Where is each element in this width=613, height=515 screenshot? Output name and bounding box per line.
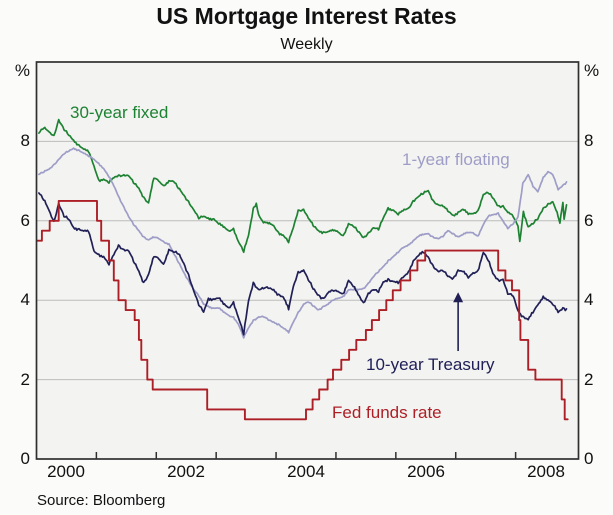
- series-lines: [36, 118, 569, 421]
- series-line-30-year-fixed: [38, 118, 568, 254]
- x-tick-label-2008: 2008: [527, 462, 565, 481]
- y-axis-unit-left: %: [14, 61, 30, 80]
- series-label-1-year-floating: 1-year floating: [402, 150, 510, 169]
- x-tick-label-2002: 2002: [167, 462, 205, 481]
- chart-title: US Mortgage Interest Rates: [156, 3, 457, 29]
- treasury-arrow: [453, 292, 464, 352]
- series-line-10-year-treasury: [38, 192, 568, 336]
- y-tick-label-left-8: 8: [20, 131, 30, 150]
- y-tick-label-right-8: 8: [584, 131, 594, 150]
- chart-subtitle: Weekly: [280, 36, 333, 53]
- y-tick-label-right-6: 6: [584, 211, 594, 230]
- y-tick-label-left-2: 2: [20, 370, 30, 389]
- x-tick-label-2000: 2000: [47, 462, 85, 481]
- series-label-fed-funds-rate: Fed funds rate: [332, 403, 442, 422]
- series-label-10-year-treasury: 10-year Treasury: [366, 355, 495, 374]
- y-tick-label-left-6: 6: [20, 211, 30, 230]
- x-tick-label-2004: 2004: [287, 462, 325, 481]
- source-note: Source: Bloomberg: [37, 492, 166, 509]
- series-line-fed-funds-rate: [36, 199, 569, 421]
- y-tick-label-right-4: 4: [584, 290, 594, 309]
- y-tick-label-left-0: 0: [20, 449, 30, 468]
- x-tick-label-2006: 2006: [407, 462, 445, 481]
- series-line-1-year-floating: [38, 147, 568, 339]
- gridlines: [36, 140, 579, 381]
- series-label-30-year-fixed: 30-year fixed: [70, 103, 169, 122]
- plot-frame: [35, 61, 580, 460]
- y-tick-label-left-4: 4: [20, 290, 30, 309]
- y-axis-unit-right: %: [584, 61, 600, 80]
- x-axis-ticks: [95, 452, 517, 459]
- y-tick-label-right-0: 0: [584, 449, 594, 468]
- y-tick-label-right-2: 2: [584, 370, 594, 389]
